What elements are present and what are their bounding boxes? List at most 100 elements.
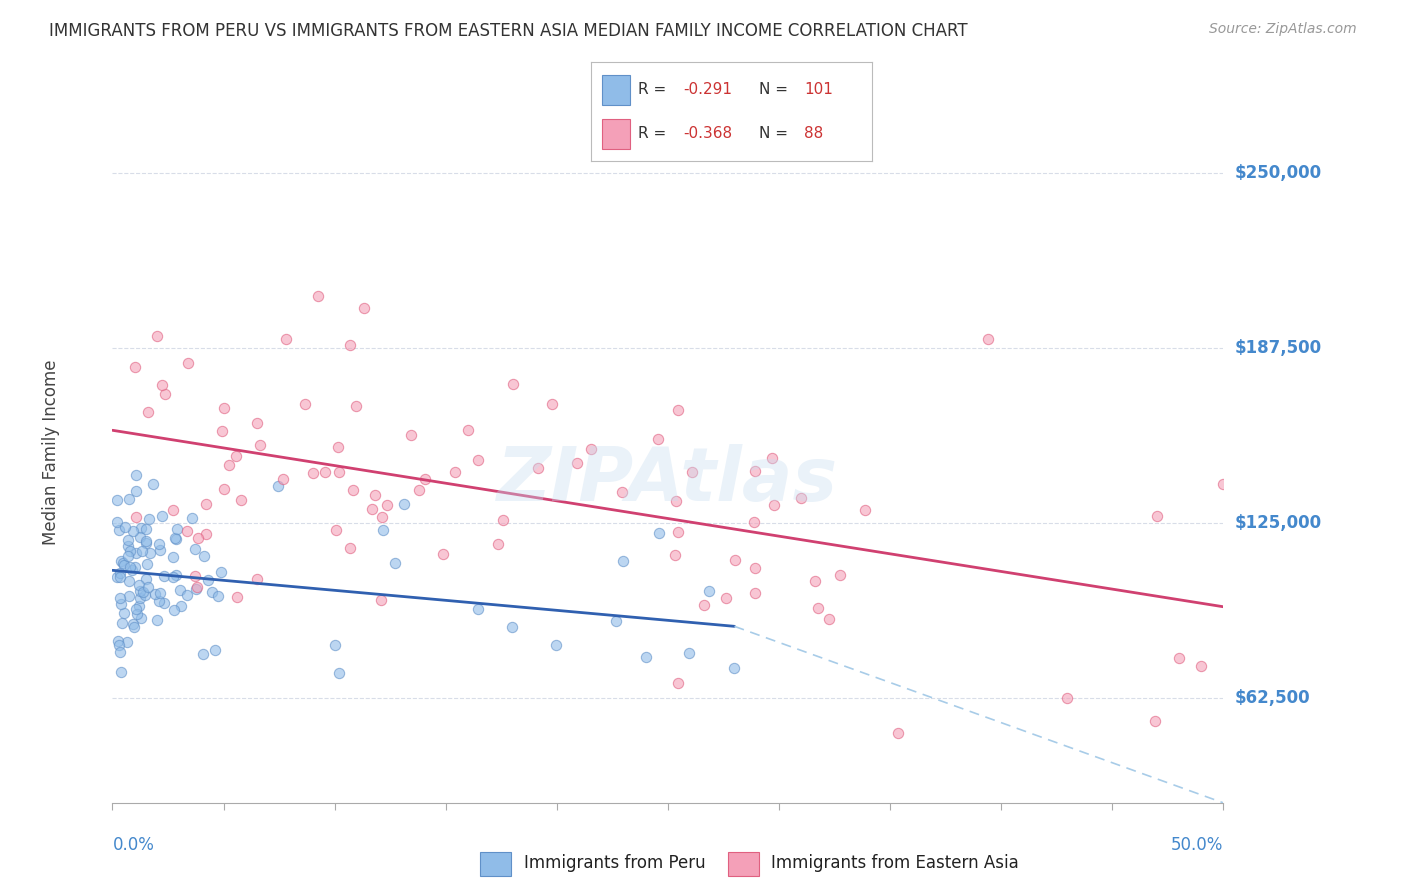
Point [162,569,184,583]
Point [212,401,235,416]
Point [129,583,152,598]
Point [274,332,297,346]
Point [634,650,657,665]
Point [110,566,132,580]
Point [148,537,170,551]
Text: -0.368: -0.368 [683,126,733,141]
Point [267,478,290,492]
Point [134,588,156,602]
Point [612,554,634,568]
Point [666,524,689,539]
Point [181,511,204,525]
Text: IMMIGRANTS FROM PERU VS IMMIGRANTS FROM EASTERN ASIA MEDIAN FAMILY INCOME CORREL: IMMIGRANTS FROM PERU VS IMMIGRANTS FROM … [49,22,967,40]
Point [122,524,145,538]
Point [107,634,129,648]
Point [527,461,550,475]
Point [541,397,564,411]
Point [886,726,908,740]
Point [165,533,187,547]
Point [373,523,395,537]
Point [125,483,148,498]
Point [789,491,811,505]
Point [122,620,145,634]
Text: R =: R = [638,82,666,97]
Point [325,524,347,538]
Point [124,560,146,574]
Point [108,591,131,606]
Point [1212,476,1234,491]
Point [120,544,142,558]
Point [977,332,1000,346]
Point [565,456,588,470]
Point [302,467,325,481]
Point [153,596,176,610]
Text: N =: N = [759,82,789,97]
Point [118,491,141,506]
Point [148,594,170,608]
Point [184,569,207,583]
Point [194,497,217,511]
Point [125,468,148,483]
Point [184,582,207,596]
Point [177,356,200,370]
Point [678,646,700,660]
Point [117,549,139,563]
Point [384,556,406,570]
Point [211,424,233,438]
Point [546,638,568,652]
Point [169,582,191,597]
Point [176,588,198,602]
Point [742,515,765,529]
Point [486,537,509,551]
Point [170,599,193,613]
Point [166,522,188,536]
Point [146,613,169,627]
Point [135,522,157,536]
Point [150,509,173,524]
Point [146,328,169,343]
Point [125,602,148,616]
Point [136,404,159,418]
Point [226,590,249,604]
Point [132,584,155,599]
Point [467,601,489,615]
Point [361,502,384,516]
Text: Immigrants from Eastern Asia: Immigrants from Eastern Asia [770,854,1019,872]
Point [136,557,159,571]
Text: $62,500: $62,500 [1234,689,1310,706]
Point [194,526,217,541]
Point [342,483,364,497]
Point [714,591,737,605]
Point [128,578,150,592]
Point [176,524,198,538]
Point [724,553,747,567]
Point [408,483,430,497]
Point [125,607,148,622]
Point [136,580,159,594]
Point [191,647,214,661]
Point [744,561,766,575]
Point [135,534,157,549]
Point [344,399,367,413]
Point [209,565,232,579]
Bar [481,852,512,876]
Point [149,586,172,600]
Point [681,465,703,479]
Point [142,477,165,491]
Point [246,572,269,586]
Point [371,509,394,524]
Point [804,574,827,588]
Point [124,509,146,524]
Point [328,465,350,479]
Point [249,438,271,452]
Point [105,569,128,583]
Point [125,546,148,560]
Point [131,610,153,624]
Point [339,338,361,352]
Point [326,440,349,454]
Text: 50.0%: 50.0% [1171,837,1223,855]
Point [118,574,141,588]
Point [152,568,174,582]
Text: Median Family Income: Median Family Income [42,360,60,545]
Point [149,542,172,557]
